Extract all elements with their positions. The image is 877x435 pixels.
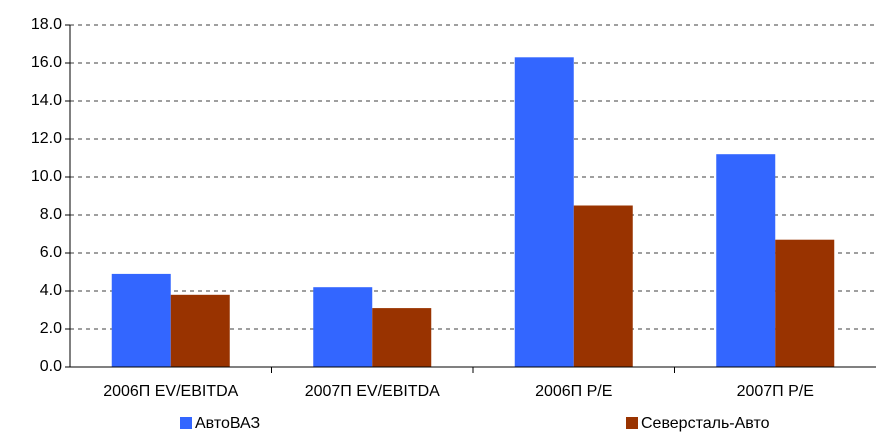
y-tick-label: 4.0: [40, 282, 62, 299]
bar: [775, 239, 835, 367]
y-tick-label: 2.0: [40, 320, 62, 337]
bar: [573, 205, 633, 367]
bar: [170, 294, 230, 367]
y-tick-label: 0.0: [40, 358, 62, 375]
y-tick-label: 16.0: [31, 54, 62, 71]
y-tick-label: 12.0: [31, 130, 62, 147]
bar: [716, 154, 776, 367]
bar: [313, 287, 373, 367]
y-tick-label: 14.0: [31, 92, 62, 109]
bar: [514, 57, 574, 368]
bar: [372, 308, 432, 367]
legend-label: АвтоВАЗ: [195, 415, 260, 432]
x-tick-label: 2006П EV/EBITDA: [103, 383, 238, 400]
y-tick-label: 18.0: [31, 16, 62, 33]
y-tick-label: 10.0: [31, 168, 62, 185]
x-tick-label: 2007П P/E: [737, 383, 814, 400]
y-tick-label: 8.0: [40, 206, 62, 223]
legend-swatch: [180, 417, 192, 429]
legend-swatch: [626, 417, 638, 429]
x-tick-label: 2006П P/E: [535, 383, 612, 400]
bar: [111, 273, 171, 367]
y-tick-label: 6.0: [40, 244, 62, 261]
legend-label: Северсталь-Авто: [641, 415, 770, 432]
x-tick-label: 2007П EV/EBITDA: [305, 383, 440, 400]
